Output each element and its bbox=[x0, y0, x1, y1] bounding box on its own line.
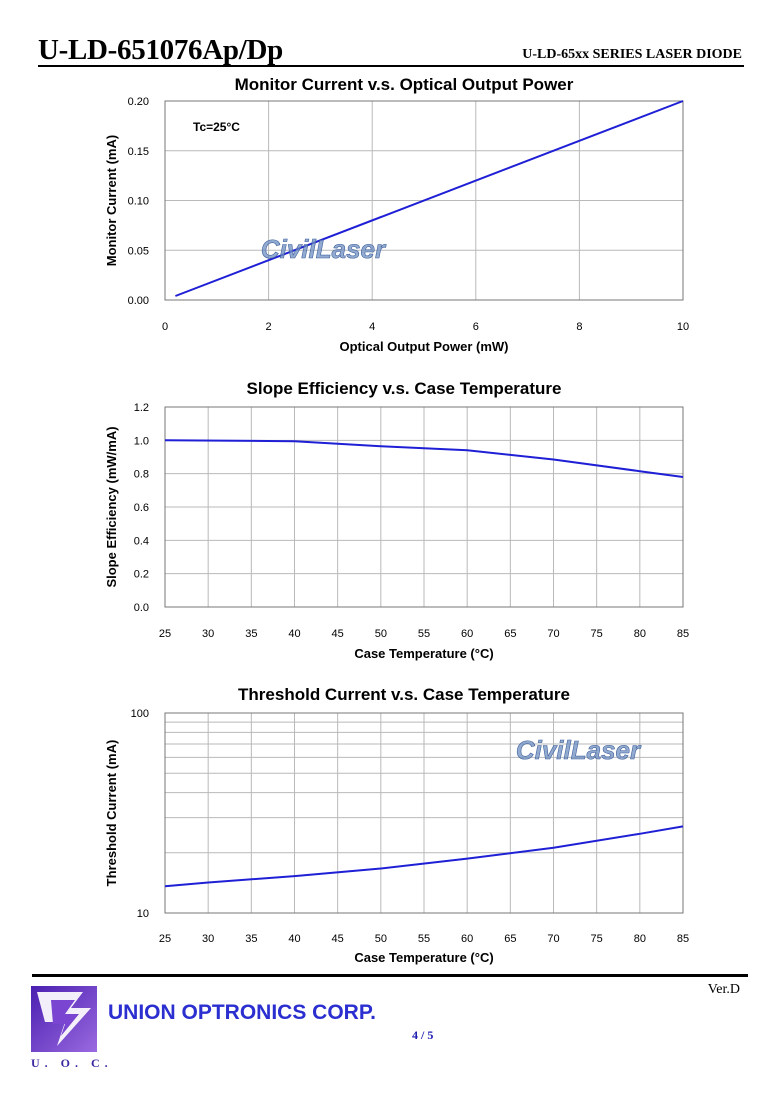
version-label: Ver.D bbox=[707, 982, 740, 997]
x-tick-label: 2 bbox=[266, 321, 272, 333]
x-tick-label: 85 bbox=[677, 628, 689, 640]
x-tick-label: 35 bbox=[245, 628, 257, 640]
x-axis-label: Case Temperature (°C) bbox=[354, 950, 493, 965]
chart-title: Threshold Current v.s. Case Temperature bbox=[238, 685, 570, 704]
x-tick-label: 60 bbox=[461, 933, 473, 945]
x-tick-label: 65 bbox=[504, 628, 516, 640]
y-tick-label: 1.0 bbox=[134, 435, 149, 447]
header-rule bbox=[38, 65, 744, 67]
chart-title: Monitor Current v.s. Optical Output Powe… bbox=[235, 75, 574, 94]
x-tick-label: 85 bbox=[677, 933, 689, 945]
x-tick-label: 75 bbox=[591, 933, 603, 945]
y-tick-label: 100 bbox=[131, 708, 149, 720]
x-axis-label: Optical Output Power (mW) bbox=[340, 339, 509, 354]
x-tick-label: 10 bbox=[677, 321, 689, 333]
x-tick-label: 45 bbox=[332, 628, 344, 640]
x-tick-label: 55 bbox=[418, 933, 430, 945]
chart-title: Slope Efficiency v.s. Case Temperature bbox=[247, 379, 562, 398]
model-title: U-LD-651076Ap/Dp bbox=[38, 34, 283, 66]
x-tick-label: 65 bbox=[504, 933, 516, 945]
y-tick-label: 0.20 bbox=[128, 96, 149, 108]
y-axis-label: Slope Efficiency (mW/mA) bbox=[104, 426, 119, 587]
x-tick-label: 30 bbox=[202, 933, 214, 945]
y-tick-label: 0.15 bbox=[128, 146, 149, 158]
x-tick-label: 50 bbox=[375, 933, 387, 945]
plot-frame bbox=[164, 100, 684, 301]
company-name: UNION OPTRONICS CORP. bbox=[108, 1001, 376, 1024]
x-tick-label: 45 bbox=[332, 933, 344, 945]
y-tick-label: 0.2 bbox=[134, 569, 149, 581]
plot-frame bbox=[164, 712, 684, 914]
x-tick-label: 0 bbox=[162, 321, 168, 333]
x-tick-label: 80 bbox=[634, 628, 646, 640]
plot-frame bbox=[164, 406, 684, 608]
watermark-text: CivilLaser bbox=[516, 735, 642, 765]
x-tick-label: 55 bbox=[418, 628, 430, 640]
x-tick-label: 30 bbox=[202, 628, 214, 640]
y-tick-label: 0.4 bbox=[134, 535, 149, 547]
y-axis-label: Threshold Current (mA) bbox=[104, 740, 119, 887]
series-title: U-LD-65xx SERIES LASER DIODE bbox=[522, 47, 742, 62]
charts-canvas: 0 2 4 6 8 10 0.00 0.05 0.10 0.15 0.20 Monitor Curre… bbox=[104, 75, 689, 965]
y-tick-label: 0.8 bbox=[134, 469, 149, 481]
x-tick-label: 25 bbox=[159, 933, 171, 945]
x-tick-label: 60 bbox=[461, 628, 473, 640]
x-tick-label: 50 bbox=[375, 628, 387, 640]
x-tick-label: 4 bbox=[369, 321, 375, 333]
watermark-text: CivilLaser bbox=[261, 234, 387, 264]
y-tick-label: 0.0 bbox=[134, 602, 149, 614]
x-tick-label: 80 bbox=[634, 933, 646, 945]
footer-rule bbox=[32, 974, 748, 977]
y-tick-label: 0.6 bbox=[134, 502, 149, 514]
page-number: 4 / 5 bbox=[412, 1028, 434, 1042]
series-line bbox=[164, 439, 684, 478]
y-tick-label: 0.10 bbox=[128, 196, 149, 208]
x-tick-label: 40 bbox=[288, 628, 300, 640]
condition-annotation: Tc=25°C bbox=[193, 120, 240, 134]
y-tick-label: 1.2 bbox=[134, 402, 149, 414]
x-axis-label: Case Temperature (°C) bbox=[354, 646, 493, 661]
series-line bbox=[175, 100, 684, 297]
x-tick-label: 70 bbox=[547, 933, 559, 945]
x-tick-label: 8 bbox=[576, 321, 582, 333]
x-tick-label: 40 bbox=[288, 933, 300, 945]
y-axis-label: Monitor Current (mA) bbox=[104, 135, 119, 266]
series-line bbox=[164, 825, 684, 888]
y-tick-label: 0.00 bbox=[128, 295, 149, 307]
uoc-logo-icon bbox=[31, 986, 97, 1052]
x-tick-label: 75 bbox=[591, 628, 603, 640]
x-tick-label: 70 bbox=[547, 628, 559, 640]
x-tick-label: 35 bbox=[245, 933, 257, 945]
y-tick-label: 10 bbox=[137, 908, 149, 920]
x-tick-label: 6 bbox=[473, 321, 479, 333]
logo-caption: U. O. C. bbox=[31, 1056, 113, 1070]
x-tick-label: 25 bbox=[159, 628, 171, 640]
y-tick-label: 0.05 bbox=[128, 245, 149, 257]
